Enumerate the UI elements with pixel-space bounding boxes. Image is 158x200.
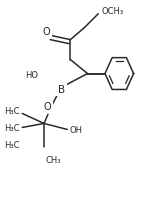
Text: OH: OH [70,125,83,134]
Text: H₃C: H₃C [4,106,20,115]
Text: OCH₃: OCH₃ [101,7,124,16]
Text: O: O [43,102,51,112]
Text: HO: HO [26,71,39,80]
Text: O: O [43,102,51,112]
Text: H₃C: H₃C [4,123,20,132]
Text: CH₃: CH₃ [46,156,61,165]
Text: B: B [58,84,65,94]
Text: B: B [58,84,65,94]
Text: H₃C: H₃C [4,140,20,149]
Text: O: O [43,27,50,36]
Text: O: O [43,27,50,36]
